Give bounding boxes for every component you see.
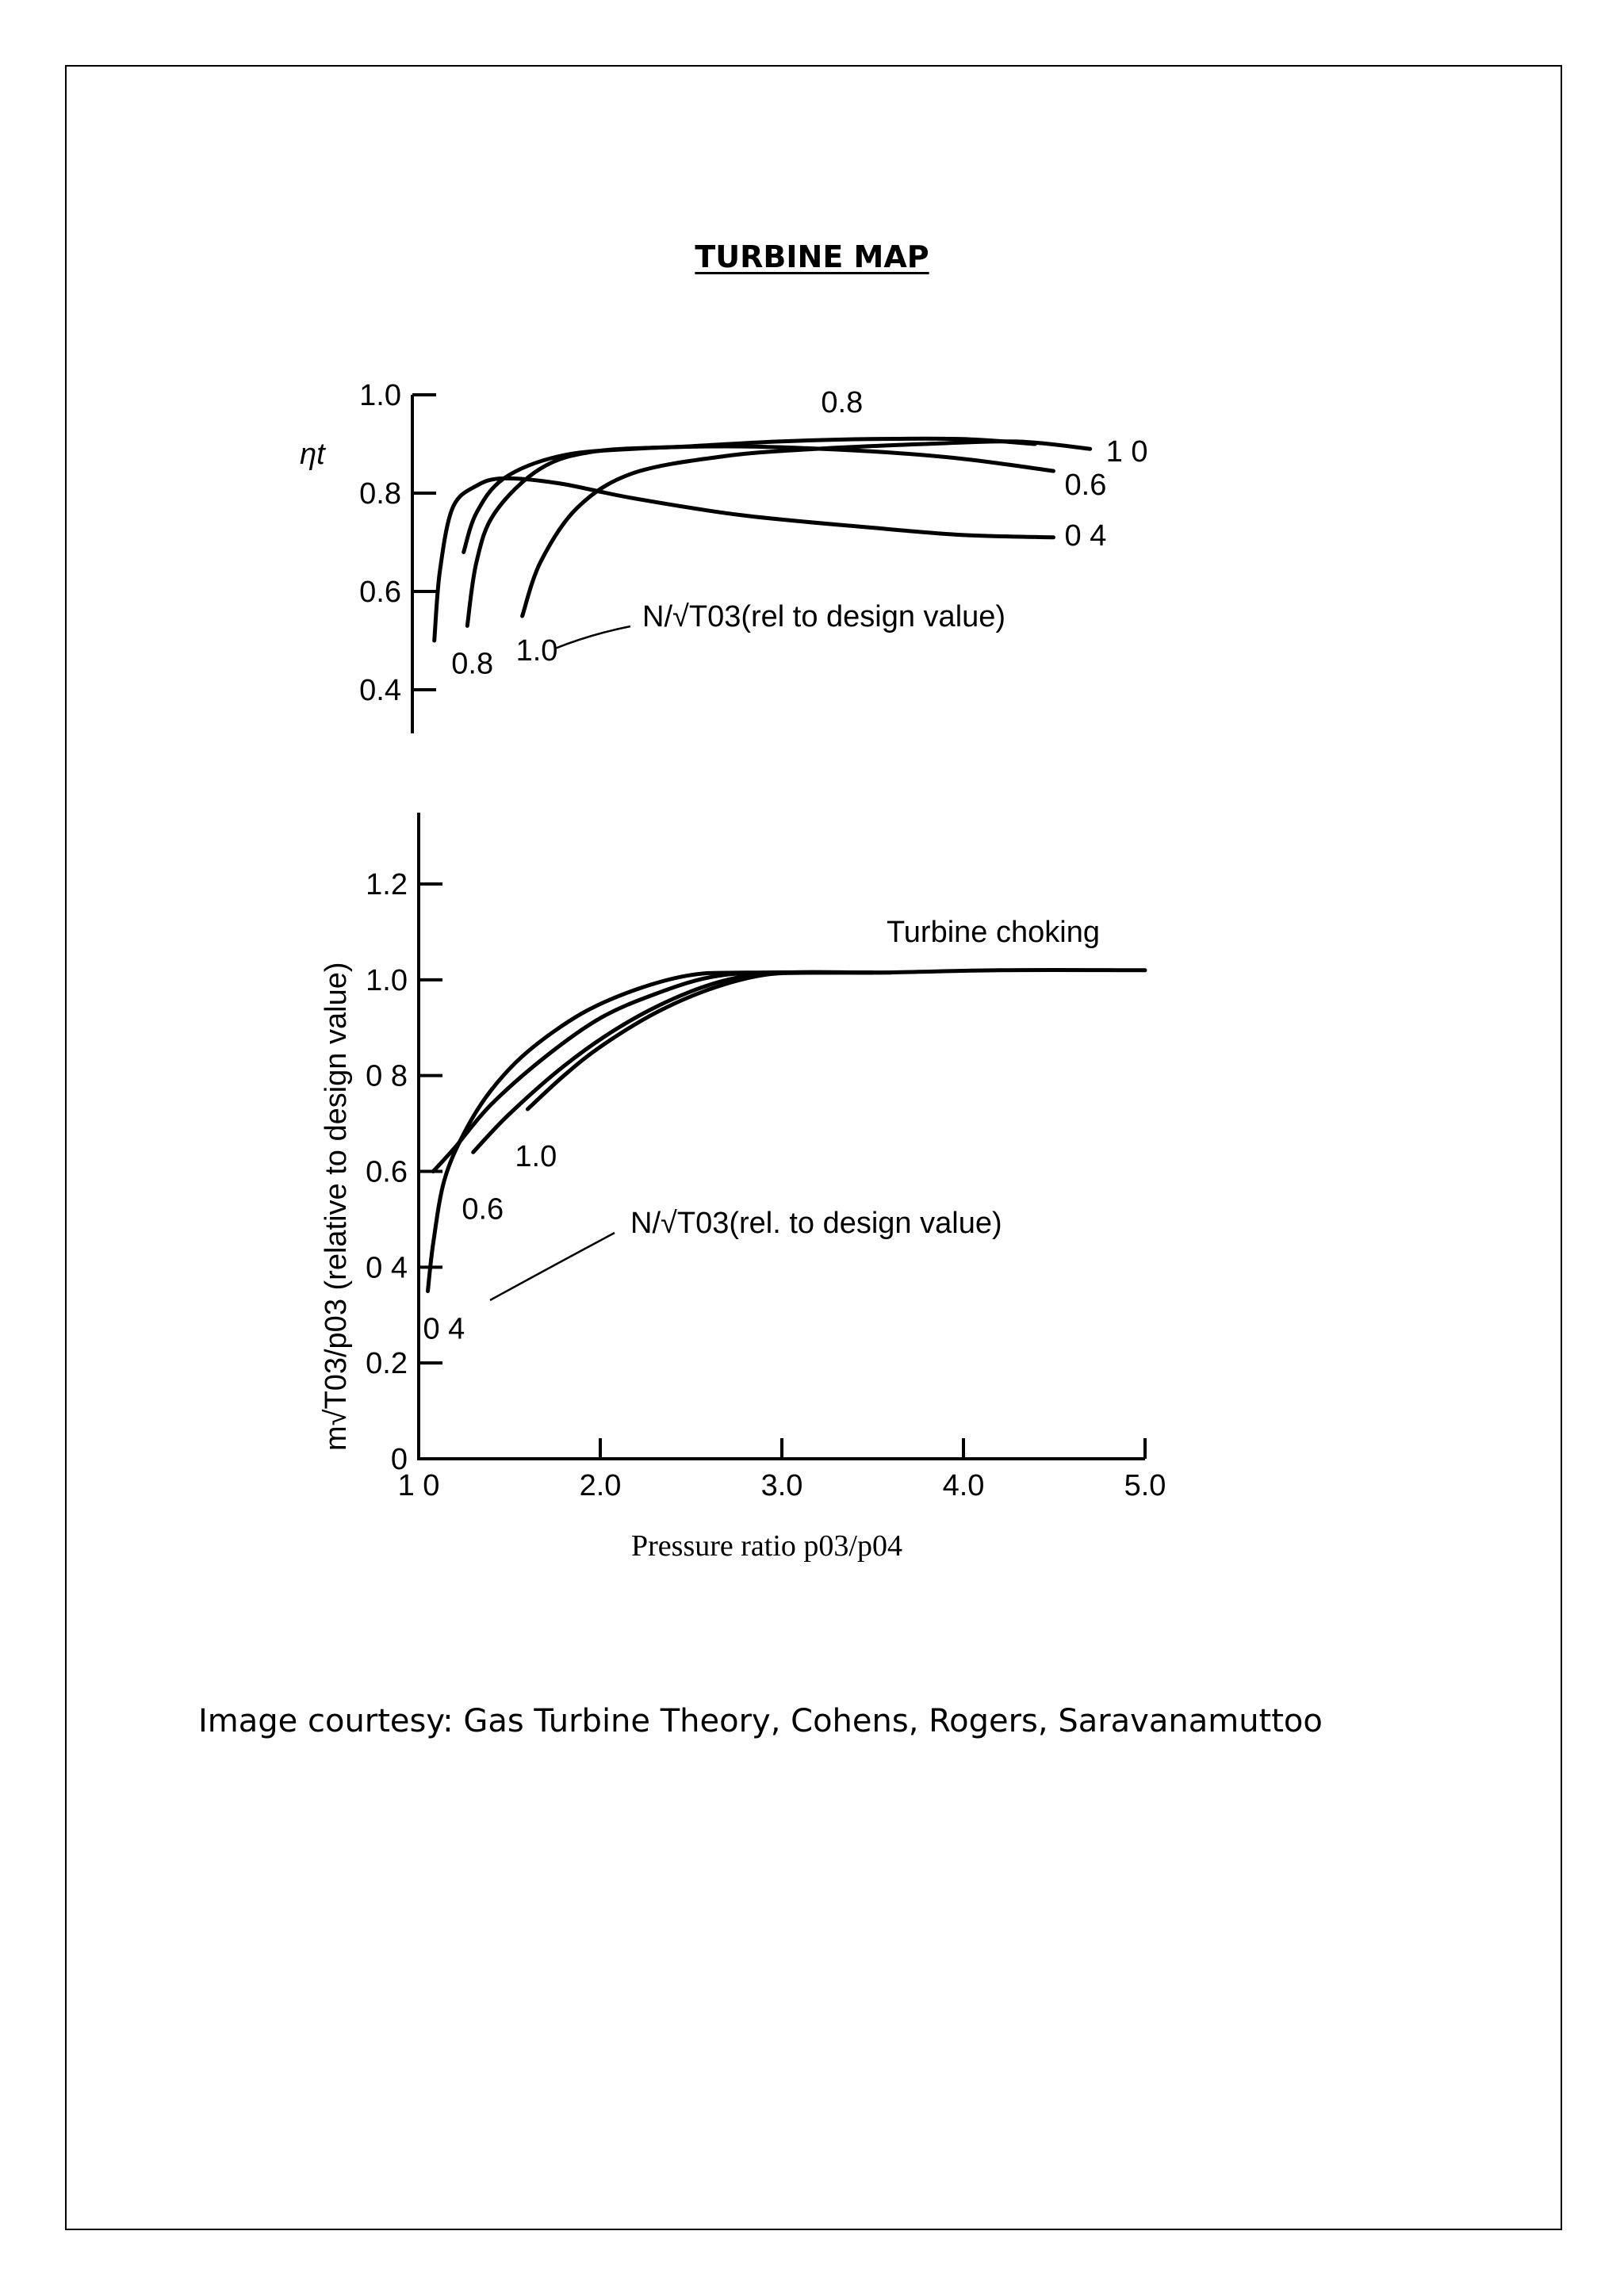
mass-flow-x-tick-label: 4.0 [943, 1469, 985, 1502]
efficiency-chart: 1.0 0.8 0.6 0.4 ηt 0 4 0.6 0.8 0.8 1 0 1.0 N/√T0… [300, 379, 1148, 733]
mass-flow-x-tick-label: 2.0 [580, 1469, 622, 1502]
efficiency-y-tick-label: 0.6 [359, 576, 401, 609]
efficiency-curve-1.0 [520, 439, 1093, 618]
mass-flow-x-tick-label: 1 0 [398, 1469, 440, 1502]
mass-flow-x-tick-label: 5.0 [1124, 1469, 1166, 1502]
mass-flow-y-tick-label: 1.2 [366, 868, 408, 901]
efficiency-axis-label: ηt [300, 438, 326, 471]
mass-flow-y-tick-label: 0 [391, 1443, 408, 1476]
mass-flow-speed-legend: N/√T03(rel. to design value) [630, 1207, 1002, 1240]
efficiency-legend-leader [554, 625, 631, 650]
mass-flow-curve-0.6 [431, 970, 875, 1173]
efficiency-y-tick-label: 1.0 [359, 379, 401, 412]
mass-flow-curve-label-1.0: 1.0 [515, 1140, 557, 1173]
page-border [65, 65, 1562, 2230]
mass-flow-x-tick-label: 3.0 [761, 1469, 803, 1502]
efficiency-speed-legend: N/√T03(rel to design value) [642, 600, 1005, 633]
efficiency-curve-end-label-0.4: 0 4 [1065, 519, 1107, 553]
turbine-choking-annotation: Turbine choking [887, 916, 1100, 949]
efficiency-y-tick-label: 0.8 [359, 477, 401, 511]
mass-flow-curve-1.0 [525, 970, 893, 1112]
efficiency-y-tick-label: 0.4 [359, 674, 401, 707]
efficiency-curve-start-label-1.0: 1.0 [516, 634, 558, 668]
mass-flow-x-axis-label: Pressure ratio p03/p04 [631, 1529, 902, 1563]
mass-flow-y-axis-label: m√T03/p03 (relative to design value) [320, 962, 353, 1452]
mass-flow-curve-0.4 [426, 968, 1147, 1293]
mass-flow-curve-0.8 [471, 970, 875, 1154]
efficiency-curve-end-label-1.0: 1 0 [1106, 435, 1148, 469]
mass-flow-curve-label-0.6: 0.6 [462, 1193, 504, 1226]
efficiency-curve-0.8 [465, 436, 1037, 628]
image-courtesy: Image courtesy: Gas Turbine Theory, Cohe… [198, 1703, 1323, 1739]
mass-flow-y-tick-label: 0 8 [366, 1060, 408, 1093]
mass-flow-y-tick-label: 0.2 [366, 1347, 408, 1380]
efficiency-curve-0.4 [432, 476, 1055, 643]
mass-flow-y-tick-label: 0.6 [366, 1156, 408, 1189]
mass-flow-curve-label-0.4: 0 4 [423, 1313, 465, 1346]
efficiency-curve-end-label-0.8: 0.8 [821, 386, 863, 419]
mass-flow-y-tick-label: 0 4 [366, 1251, 408, 1284]
mass-flow-axes [417, 813, 1145, 1460]
efficiency-curve-start-label-0.8: 0.8 [451, 647, 493, 680]
mass-flow-legend-leader [489, 1231, 615, 1302]
mass-flow-chart: 1.2 1.0 0 8 0.6 0 4 0.2 0 1 0 2.0 3.0 4.0 5.0 m√T0… [320, 813, 1166, 1563]
mass-flow-y-tick-label: 1.0 [366, 964, 408, 997]
efficiency-curve-end-label-0.6: 0.6 [1065, 469, 1107, 502]
page-title: TURBINE MAP [695, 239, 929, 274]
